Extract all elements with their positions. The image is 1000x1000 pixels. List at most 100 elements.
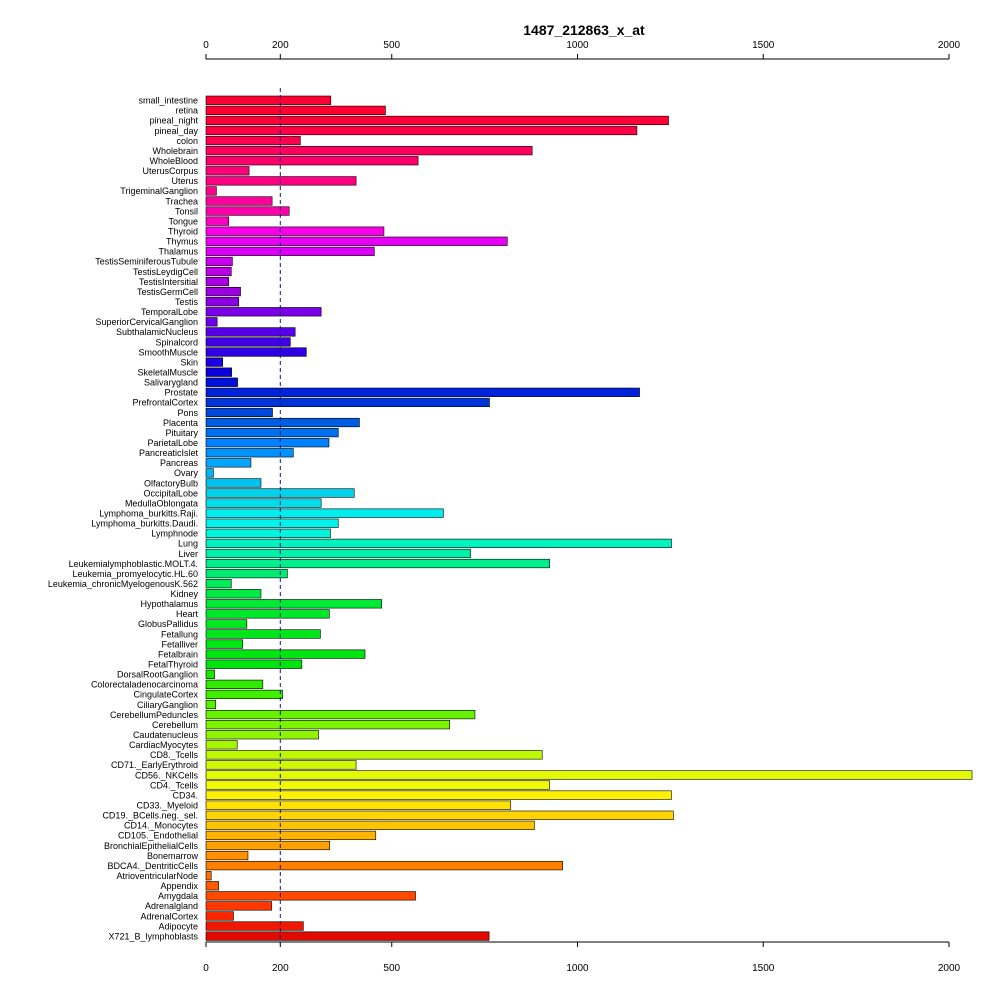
bar	[205, 115, 669, 126]
category-label: TestisLeydigCell	[133, 267, 198, 277]
top-x-axis: 0 200 500 1000 1500 2000	[203, 40, 961, 60]
bar	[205, 911, 234, 921]
category-label: Appendix	[160, 881, 198, 891]
bar	[205, 599, 383, 609]
category-label: Salivarygland	[144, 378, 198, 388]
category-label: Prostate	[164, 388, 198, 398]
bar	[205, 95, 332, 105]
tick-label: 200	[272, 40, 289, 51]
bar	[205, 246, 375, 256]
tick-label: 1500	[752, 963, 775, 974]
category-label: SkeletalMuscle	[137, 367, 198, 377]
category-label: CD105._Endothelial	[118, 831, 198, 841]
category-label: CD8._Tcells	[150, 750, 199, 760]
bar	[205, 568, 288, 579]
tick-label: 200	[272, 963, 289, 974]
bar	[205, 780, 550, 790]
category-label: TemporalLobe	[141, 307, 198, 317]
category-label: Testis	[175, 297, 199, 307]
category-label: Fetalbrain	[158, 649, 198, 659]
bar	[205, 417, 360, 428]
bar	[205, 810, 674, 820]
category-label: Uterus	[171, 176, 198, 186]
bar	[205, 156, 419, 166]
bar	[205, 407, 273, 418]
category-label: UterusCorpus	[142, 166, 198, 176]
category-label: Thalamus	[158, 247, 198, 257]
bar	[205, 327, 296, 337]
bar	[205, 397, 490, 408]
category-label: GlobusPallidus	[138, 619, 199, 629]
bar	[205, 428, 339, 438]
bar	[205, 276, 229, 287]
category-label: SubthalamicNucleus	[116, 327, 199, 337]
bar	[205, 639, 244, 649]
bar	[205, 720, 451, 730]
bar	[205, 266, 232, 277]
category-label: Fetalliver	[161, 639, 198, 649]
bar	[205, 548, 471, 559]
bar	[205, 387, 640, 397]
category-label: Placenta	[163, 418, 198, 428]
bar	[205, 468, 214, 478]
bar	[205, 347, 307, 357]
bar	[205, 699, 216, 710]
bar	[205, 186, 217, 196]
category-label: Lung	[178, 539, 198, 549]
category-label: AdrenalCortex	[140, 911, 198, 921]
category-label: CD56._NKCells	[135, 770, 199, 780]
bar	[205, 196, 273, 206]
category-label: WholeBlood	[149, 156, 198, 166]
category-label: Hypothalamus	[140, 599, 198, 609]
bar	[205, 166, 250, 176]
bar	[205, 730, 319, 740]
bar	[205, 881, 219, 891]
bar	[205, 337, 291, 347]
bar	[205, 297, 239, 307]
bar	[205, 679, 264, 689]
category-label: PrefrontalCortex	[132, 398, 198, 408]
category-label: Lymphnode	[151, 529, 198, 539]
bar	[205, 820, 535, 830]
category-label: FetalThyroid	[148, 660, 198, 670]
bar	[205, 840, 331, 851]
category-label: AtrioventricularNode	[116, 871, 198, 881]
tick-label: 0	[203, 963, 209, 974]
bar	[205, 689, 283, 700]
chart-title: 1487_212863_x_at	[523, 22, 645, 38]
category-label: TestisIntersitial	[139, 277, 198, 287]
category-label: Liver	[178, 549, 198, 559]
category-label: OccipitalLobe	[143, 488, 198, 498]
category-label: Spinalcord	[155, 337, 198, 347]
bar	[205, 538, 672, 548]
tick-label: 1500	[752, 40, 775, 51]
bar	[205, 256, 233, 267]
bar	[205, 709, 476, 720]
category-label: TestisGermCell	[137, 287, 198, 297]
category-label: small_intestine	[138, 96, 198, 106]
category-label: Colorectaladenocarcinoma	[91, 680, 198, 690]
category-label: TrigeminalGanglion	[120, 186, 198, 196]
bar	[205, 528, 331, 538]
bar	[205, 760, 357, 770]
category-label: Adrenalgland	[145, 901, 198, 911]
bar	[205, 871, 212, 881]
bar	[205, 287, 241, 297]
category-label: TestisSeminiferousTubule	[95, 257, 198, 267]
category-label: Amygdala	[158, 891, 198, 901]
bar	[205, 850, 249, 861]
bar	[205, 236, 508, 246]
bar	[205, 317, 218, 327]
category-label: Lymphoma_burkitts.Raji.	[99, 508, 198, 518]
category-label: DorsalRootGanglion	[117, 670, 198, 680]
bar	[205, 669, 215, 679]
category-label: Tonsil	[175, 206, 198, 216]
category-label: Leukemia_promyelocytic.HL.60	[72, 569, 198, 579]
category-label: PancreaticIslet	[139, 448, 199, 458]
bar	[205, 125, 638, 136]
bar	[205, 659, 303, 669]
category-label: CiliaryGanglion	[137, 700, 198, 710]
category-label: MedullaOblongata	[125, 498, 198, 508]
category-label: Thyroid	[168, 227, 198, 237]
